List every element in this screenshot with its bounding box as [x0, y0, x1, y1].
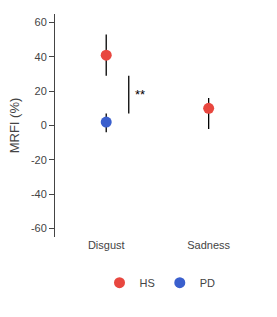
svg-text:60: 60 [35, 16, 47, 28]
svg-text:-40: -40 [31, 188, 47, 200]
svg-text:HS: HS [140, 277, 155, 289]
svg-text:PD: PD [200, 277, 215, 289]
svg-text:20: 20 [35, 85, 47, 97]
svg-text:MRFI (%): MRFI (%) [7, 98, 22, 154]
svg-text:**: ** [135, 87, 145, 102]
svg-text:Sadness: Sadness [187, 239, 230, 251]
svg-text:40: 40 [35, 51, 47, 63]
svg-text:Disgust: Disgust [88, 239, 125, 251]
svg-text:-60: -60 [31, 222, 47, 234]
svg-text:0: 0 [41, 119, 47, 131]
svg-text:-20: -20 [31, 154, 47, 166]
